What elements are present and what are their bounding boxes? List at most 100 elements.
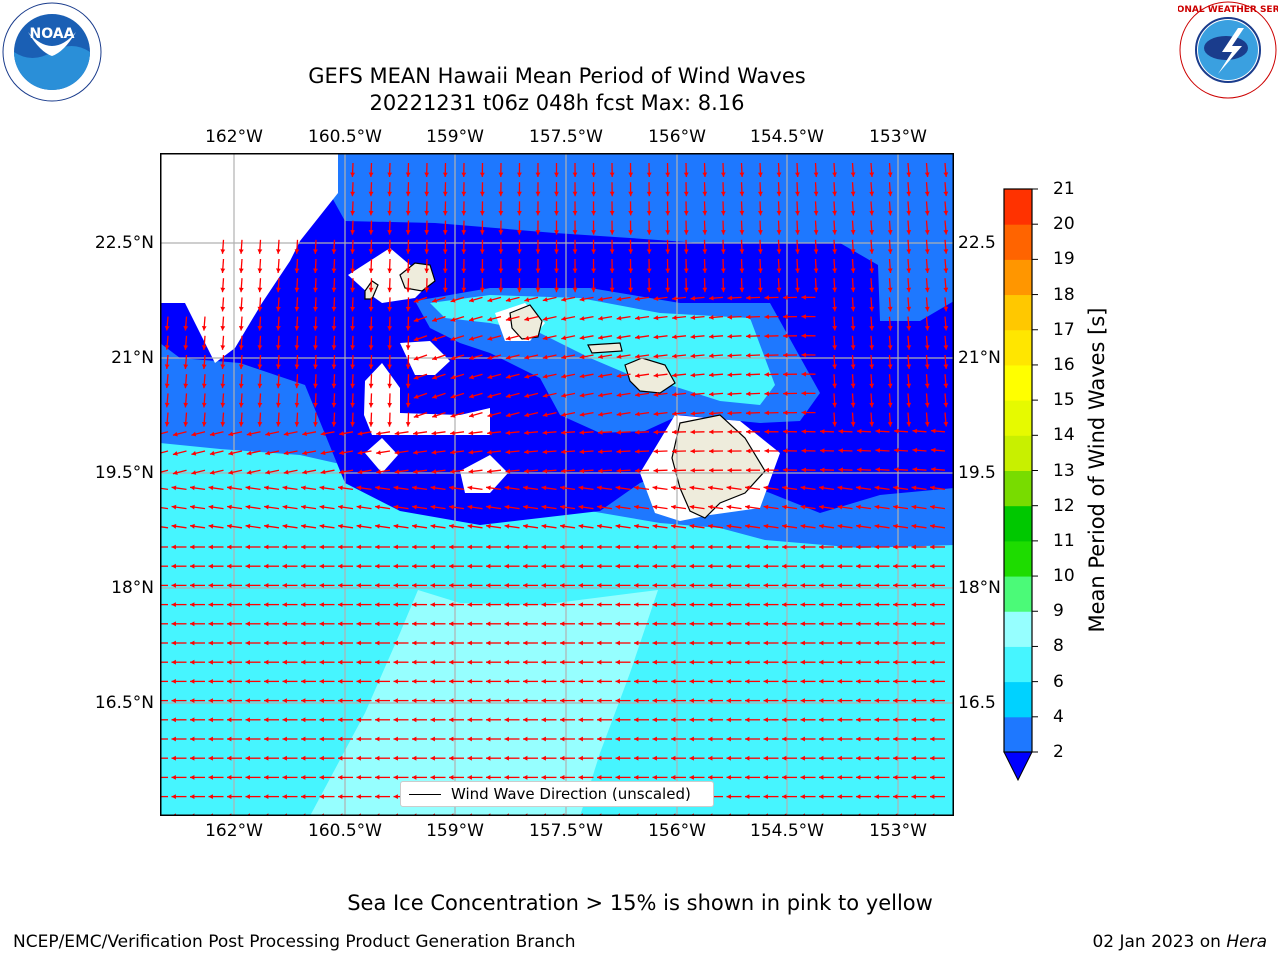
wave-vector-head — [893, 563, 898, 569]
wave-vector-head — [813, 172, 819, 177]
wave-vector-head — [301, 659, 306, 665]
wave-vector-head — [609, 230, 615, 235]
wave-vector-head — [523, 583, 528, 588]
wave-vector-head — [911, 523, 917, 529]
wave-vector-head — [541, 775, 546, 780]
wave-vector-head — [376, 431, 381, 436]
wave-vector-head — [183, 326, 189, 331]
wave-vector-head — [635, 334, 640, 340]
wave-vector-head — [560, 755, 565, 761]
wave-vector-head — [615, 679, 620, 684]
wave-vector-head — [906, 287, 912, 293]
wave-vector-head — [683, 287, 689, 293]
wave-vector-head — [763, 640, 768, 646]
colorbar-tick-label: 6 — [1053, 671, 1064, 692]
wave-vector-head — [911, 794, 916, 799]
wave-vector-head — [832, 230, 837, 235]
wave-vector-head — [431, 469, 437, 474]
wave-vector-head — [727, 467, 732, 473]
wave-vector-head — [245, 563, 250, 569]
wave-vector-head — [190, 602, 195, 607]
wave-vector-head — [276, 345, 281, 350]
wave-vector-head — [931, 467, 936, 472]
wave-vector-head — [560, 583, 565, 588]
wave-vector-head — [356, 602, 361, 607]
wave-vector-head — [405, 326, 411, 331]
colorbar-segment — [1004, 540, 1032, 577]
wave-vector-head — [319, 775, 324, 780]
wave-vector-head — [801, 371, 806, 377]
wave-vector-head — [561, 373, 567, 379]
wave-vector-head — [911, 659, 916, 665]
wave-vector-head — [461, 230, 467, 235]
wave-vector-head — [560, 602, 565, 607]
wave-vector-head — [763, 523, 769, 529]
wave-vector-head — [461, 249, 467, 254]
wave-vector-head — [894, 448, 899, 453]
wave-vector-head — [887, 172, 893, 177]
wave-vector-head — [393, 794, 398, 799]
wave-vector-head — [800, 583, 805, 588]
wave-vector-head — [869, 172, 875, 177]
wave-vector-head — [689, 698, 694, 703]
wave-vector-head — [368, 345, 374, 350]
wave-vector-head — [801, 410, 806, 415]
wave-vector-head — [320, 469, 326, 475]
wave-vector-head — [652, 659, 657, 665]
wave-vector-head — [795, 230, 800, 235]
lon-tick-bottom: 162°W — [205, 821, 263, 841]
wave-vector-head — [764, 429, 769, 435]
wave-vector-head — [616, 334, 622, 340]
wave-vector-head — [875, 428, 880, 434]
wave-vector-head — [745, 563, 750, 569]
wave-vector-head — [578, 775, 583, 780]
wave-vector-head — [634, 717, 639, 723]
wave-vector-head — [227, 698, 232, 703]
wave-vector-head — [245, 794, 250, 799]
wave-vector-head — [264, 794, 269, 799]
wave-vector-head — [869, 383, 875, 389]
wave-vector-head — [282, 679, 287, 684]
wave-vector-head — [924, 230, 930, 235]
wave-vector-head — [227, 485, 232, 491]
wave-vector-head — [665, 268, 671, 273]
wave-vector-head — [246, 431, 252, 437]
wave-vector-head — [523, 523, 528, 529]
wave-vector-head — [357, 469, 363, 475]
wave-vector-head — [430, 717, 435, 723]
wave-vector-head — [469, 413, 474, 418]
wave-vector-head — [283, 469, 289, 475]
lon-tick-top: 162°W — [205, 127, 263, 147]
wave-vector-head — [924, 345, 930, 350]
wave-vector-head — [709, 391, 714, 397]
wave-vector-head — [943, 210, 949, 216]
wave-vector-head — [541, 679, 546, 684]
wave-vector-head — [758, 230, 763, 235]
wave-vector-head — [924, 191, 930, 197]
lon-tick-top: 154.5°W — [750, 127, 824, 147]
wave-vector-head — [597, 563, 602, 569]
wave-vector-head — [432, 413, 438, 418]
wave-vector-head — [313, 345, 318, 350]
wave-vector-head — [634, 485, 639, 491]
colorbar-segment — [1004, 681, 1032, 718]
wave-vector-head — [560, 485, 565, 491]
wave-vector-head — [887, 268, 893, 273]
wave-vector-head — [208, 485, 214, 491]
wave-vector-head — [578, 640, 583, 646]
wave-vector-head — [726, 563, 731, 569]
wind-wave-direction-vectors — [160, 162, 949, 816]
wave-vector-head — [368, 191, 374, 197]
wave-vector-head — [689, 485, 695, 491]
wave-vector-head — [758, 172, 763, 177]
wave-vector-head — [208, 583, 213, 588]
wave-vector-head — [887, 402, 893, 408]
wave-vector-head — [432, 336, 438, 342]
wave-vector-head — [486, 755, 491, 761]
wave-vector-head — [517, 249, 522, 254]
wave-vector-head — [541, 736, 546, 742]
wave-vector-head — [708, 563, 713, 569]
wave-vector-head — [782, 621, 787, 627]
wave-vector-head — [597, 698, 602, 703]
wave-vector-head — [819, 544, 824, 550]
